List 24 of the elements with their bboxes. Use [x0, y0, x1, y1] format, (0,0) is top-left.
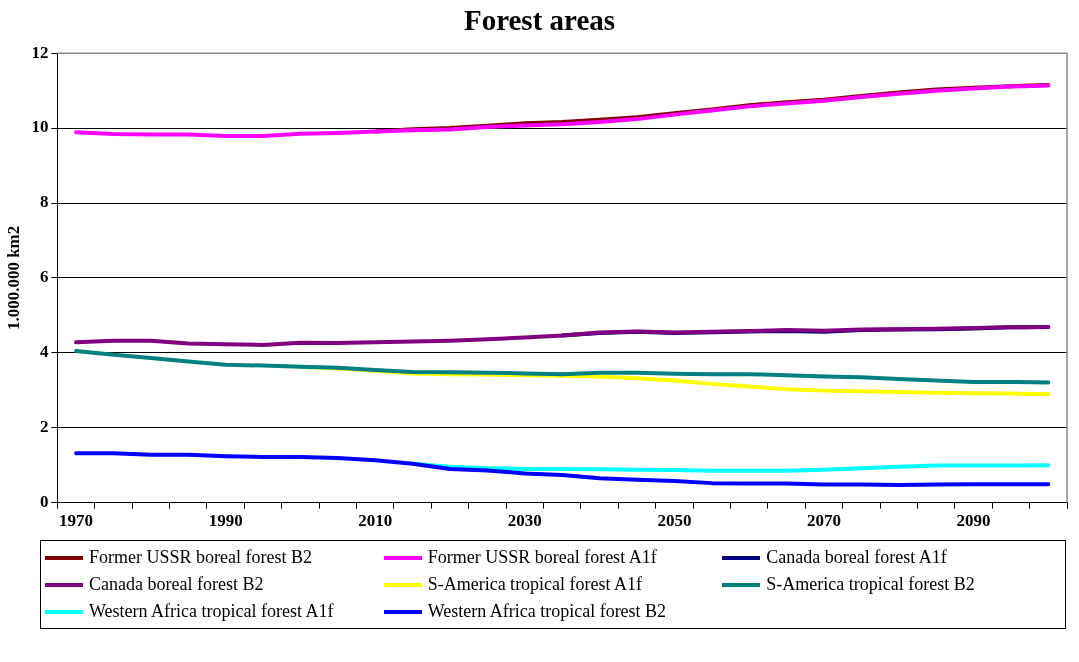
y-tick-label: 8 [39, 192, 49, 212]
y-tick-label: 10 [31, 117, 49, 137]
y-tick-label: 4 [39, 342, 49, 362]
legend-label: Western Africa tropical forest A1f [89, 601, 334, 622]
legend-label: S-America tropical forest B2 [766, 574, 975, 595]
y-tick-label: 6 [39, 267, 49, 287]
y-axis-title: 1.000.000 km2 [3, 225, 23, 331]
legend-label: Canada boreal forest B2 [89, 574, 264, 595]
legend-label: Western Africa tropical forest B2 [427, 601, 667, 622]
x-tick-label: 1970 [59, 511, 94, 531]
y-tick-label: 2 [39, 417, 49, 437]
y-tick-label: 0 [39, 491, 49, 511]
legend-label: Former USSR boreal forest A1f [427, 547, 657, 568]
chart-title: Forest areas [462, 4, 617, 37]
legend-label: Former USSR boreal forest B2 [89, 547, 312, 568]
x-tick-label: 2070 [806, 511, 841, 531]
x-tick-label: 2010 [358, 511, 393, 531]
legend-label: Canada boreal forest A1f [766, 547, 947, 568]
x-tick-label: 2050 [657, 511, 692, 531]
x-tick-label: 1990 [208, 511, 243, 531]
legend-label: S-America tropical forest A1f [427, 574, 643, 595]
y-tick-label: 12 [31, 42, 49, 62]
x-tick-label: 2090 [956, 511, 991, 531]
x-tick-label: 2030 [507, 511, 542, 531]
